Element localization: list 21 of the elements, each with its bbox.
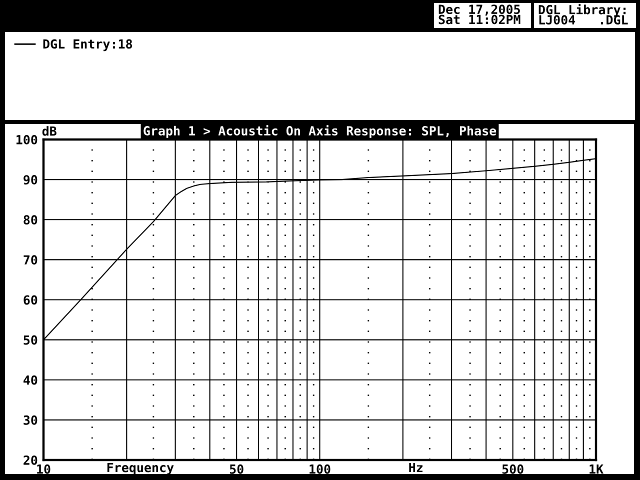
x-tick-label: 100 <box>310 464 330 474</box>
x-tick-label: 10 <box>37 464 50 474</box>
y-tick-label: 90 <box>24 175 38 185</box>
text: Hz <box>409 462 422 472</box>
text: Dec 17,2005 Sat 11:02PM <box>438 4 520 24</box>
chart-title: Graph 1 > Acoustic On Axis Response: SPL, Phase <box>144 125 496 138</box>
y-tick-label: 60 <box>24 295 38 305</box>
y-axis-title: dB <box>42 126 56 136</box>
y-tick-label: 80 <box>24 215 38 225</box>
x-tick-label: 500 <box>502 464 524 474</box>
y-tick-label: 50 <box>24 335 38 345</box>
x-tick-label: 50 <box>230 464 244 474</box>
y-tick-label: 20 <box>24 455 38 465</box>
text: DGL Library: LJ004 .DGL <box>538 4 628 25</box>
y-tick-label: 100 <box>16 134 38 144</box>
x-tick-label: 1K <box>590 464 604 474</box>
legend-label: DGL Entry:18 <box>43 39 132 52</box>
x-axis-title: Frequency <box>107 462 174 475</box>
y-tick-label: 40 <box>24 375 38 385</box>
y-tick-label: 30 <box>24 415 38 425</box>
y-tick-label: 70 <box>24 255 38 265</box>
